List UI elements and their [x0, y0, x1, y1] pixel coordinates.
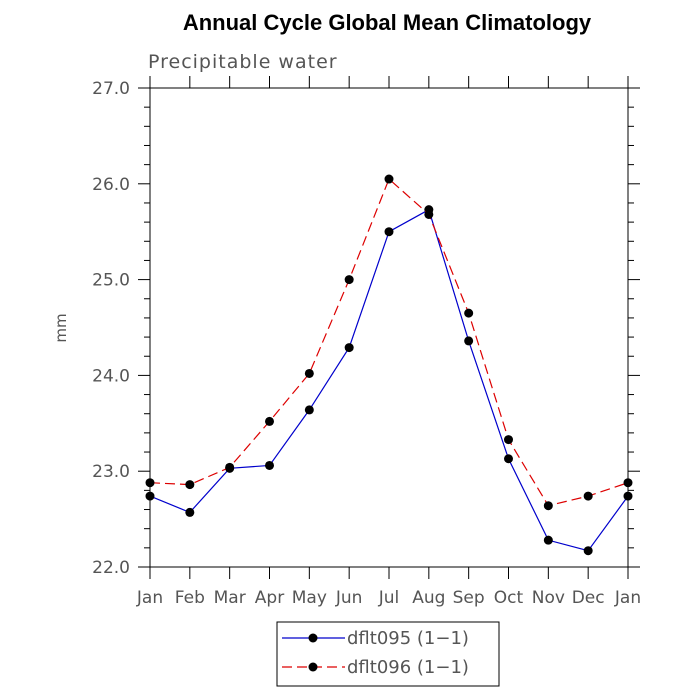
data-point	[464, 308, 474, 318]
x-tick-label: Jun	[335, 588, 363, 608]
data-point	[344, 343, 354, 353]
data-point	[185, 480, 195, 490]
data-point	[384, 227, 394, 237]
data-point	[225, 462, 235, 472]
data-point	[583, 491, 593, 501]
x-tick-label: May	[292, 588, 327, 608]
x-tick-label: Jul	[378, 588, 400, 608]
chart-subtitle: Precipitable water	[148, 51, 338, 73]
series-line	[149, 208, 629, 552]
legend-marker-1	[308, 633, 318, 643]
plot-frame	[149, 87, 629, 568]
data-point	[623, 491, 633, 501]
data-point	[145, 478, 155, 488]
data-point	[543, 535, 553, 545]
series-layer	[145, 174, 633, 556]
y-axis-label: mm	[52, 313, 70, 342]
series-2	[145, 174, 633, 511]
x-tick-label: Jan	[136, 588, 163, 608]
plot-border	[149, 87, 629, 568]
data-point	[265, 416, 274, 426]
y-tick-label: 23.0	[92, 462, 130, 482]
legend: dflt095 (1−1) dflt096 (1−1)	[276, 621, 500, 687]
x-tick-label: Feb	[175, 588, 205, 608]
data-point	[424, 209, 434, 219]
data-point	[145, 491, 155, 501]
data-point	[304, 405, 314, 415]
data-point	[623, 478, 633, 488]
legend-label-1: dflt095 (1−1)	[347, 628, 469, 649]
x-tick-label: Apr	[255, 588, 284, 608]
x-tick-label: Nov	[532, 588, 565, 608]
x-tick-label: Mar	[214, 588, 246, 608]
x-tick-label: Jan	[614, 588, 641, 608]
data-point	[464, 336, 474, 346]
legend-label-2: dflt096 (1−1)	[347, 657, 469, 678]
data-point	[185, 507, 195, 517]
data-point	[384, 174, 394, 184]
legend-box	[276, 621, 500, 687]
y-tick-label: 26.0	[92, 175, 130, 195]
x-tick-label: Aug	[412, 588, 445, 608]
axis-ticks	[138, 76, 640, 579]
y-tick-label: 25.0	[92, 271, 130, 291]
data-point	[504, 435, 513, 445]
data-point	[265, 460, 274, 470]
chart-title: Annual Cycle Global Mean Climatology	[183, 10, 592, 35]
y-tick-label: 27.0	[92, 79, 130, 99]
x-tick-label: Dec	[572, 588, 605, 608]
y-tick-label: 24.0	[92, 366, 130, 386]
tick-labels: Jan Feb Mar Apr May Jun Jul Aug Sep Oct Nov Dec Jan 2…	[92, 79, 641, 608]
x-tick-label: Oct	[494, 588, 524, 608]
x-tick-label: Sep	[453, 588, 485, 608]
data-point	[504, 454, 513, 464]
data-point	[304, 368, 314, 378]
y-tick-label: 22.0	[92, 558, 130, 578]
data-point	[543, 501, 553, 511]
data-point	[344, 275, 354, 285]
data-point	[583, 546, 593, 556]
legend-marker-2	[308, 662, 318, 672]
